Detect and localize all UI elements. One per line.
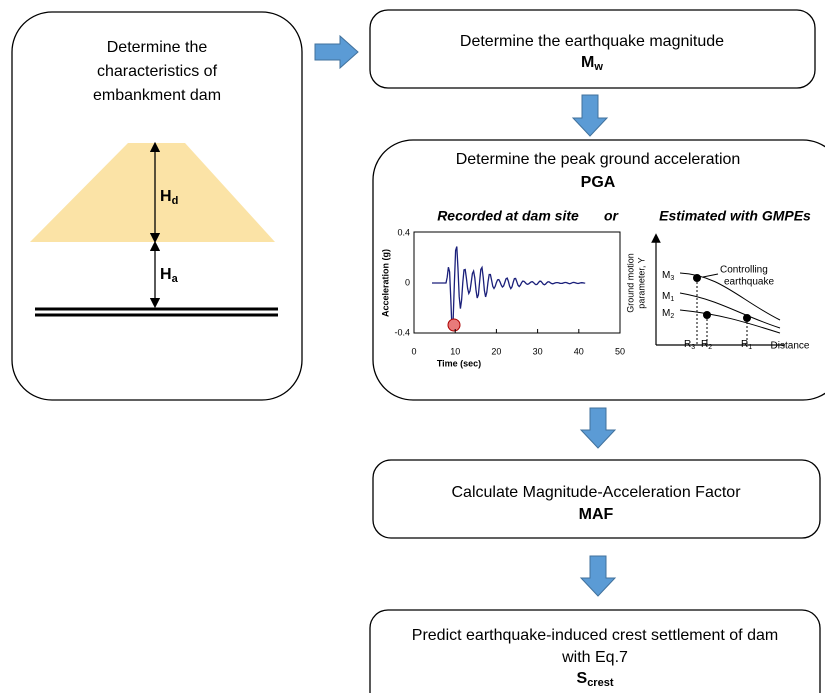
peak-marker: [447, 318, 461, 332]
symbol-label: M2: [662, 308, 674, 320]
symbol-main: M: [662, 270, 670, 281]
y-tick-label: -0.4: [394, 327, 410, 337]
step-symbol: Screst: [577, 670, 614, 689]
x-axis-label: Time (sec): [437, 358, 481, 368]
symbol-label: R2: [701, 339, 712, 351]
symbol-sub: w: [593, 61, 603, 73]
scenario-point: [743, 314, 751, 322]
dam-label: Ha: [160, 266, 179, 285]
annotation-leader: [702, 273, 719, 278]
step-text: Determine the peak ground acceleration: [456, 151, 741, 168]
symbol-sub: 1: [670, 296, 674, 303]
x-tick-label: 50: [615, 346, 625, 356]
panel-caption: Estimated with GMPEs: [659, 208, 811, 224]
symbol-sub: 1: [748, 344, 752, 351]
step-text: Determine the earthquake magnitude: [460, 33, 724, 50]
step-symbol: MAF: [579, 506, 614, 523]
scenario-point: [703, 311, 711, 319]
y-tick-label: 0: [405, 277, 410, 287]
symbol-sub: 3: [691, 344, 695, 351]
gmpe-curve: [679, 272, 781, 321]
x-tick-label: 0: [411, 346, 416, 356]
x-tick-label: 10: [450, 346, 460, 356]
symbol-main: H: [160, 266, 172, 283]
flow-arrow: [579, 407, 617, 449]
symbol-label: R3: [684, 339, 695, 351]
dam-box-text: embankment dam: [93, 87, 221, 104]
step-box: [369, 609, 821, 693]
symbol-label: R1: [741, 339, 752, 351]
symbol-main: R: [701, 339, 708, 350]
step-text: Calculate Magnitude-Acceleration Factor: [451, 484, 741, 501]
symbol-main: M: [662, 291, 670, 302]
flow-arrow: [571, 94, 609, 137]
step-box: [372, 139, 825, 401]
dam-box-text: characteristics of: [97, 63, 218, 80]
gmpe-curve: [679, 292, 781, 329]
panel-connector: or: [604, 208, 620, 224]
step-symbol: PGA: [581, 174, 616, 191]
symbol-label: M3: [662, 270, 674, 282]
symbol-sub: a: [172, 273, 179, 285]
y-tick-label: 0.4: [397, 227, 410, 237]
step-text: Predict earthquake-induced crest settlem…: [412, 627, 778, 644]
symbol-sub: crest: [587, 677, 614, 689]
dam-label: Hd: [160, 188, 178, 207]
symbol-main: M: [662, 308, 670, 319]
panel-caption: Recorded at dam site: [437, 208, 579, 224]
acceleration-record: [432, 246, 586, 330]
annotation: earthquake: [724, 277, 774, 288]
flow-arrow: [579, 555, 617, 597]
symbol-sub: 2: [670, 313, 674, 320]
symbol-main: M: [581, 54, 594, 71]
step-box: [372, 459, 821, 539]
x-tick-label: 20: [491, 346, 501, 356]
symbol-main: H: [160, 188, 172, 205]
dam-box-text: Determine the: [107, 39, 208, 56]
x-tick-label: 40: [574, 346, 584, 356]
symbol-sub: 3: [670, 275, 674, 282]
step-symbol: Mw: [581, 54, 603, 73]
y-axis-label: Ground motion: [625, 253, 635, 313]
annotation: Controlling: [720, 265, 768, 276]
y-axis-label: Acceleration (g): [380, 249, 390, 317]
symbol-sub: d: [172, 195, 179, 207]
symbol-label: M1: [662, 291, 674, 303]
x-tick-label: 30: [533, 346, 543, 356]
scenario-point: [693, 274, 701, 282]
symbol-main: R: [741, 339, 748, 350]
flow-arrow: [314, 34, 359, 70]
symbol-sub: 2: [708, 344, 712, 351]
gmpe-curve: [679, 309, 781, 334]
y-axis-label: parameter, Y: [636, 257, 646, 308]
symbol-main: R: [684, 339, 691, 350]
x-axis-label: Distance: [771, 341, 810, 352]
step-text: with Eq.7: [561, 649, 628, 666]
symbol-main: S: [577, 670, 588, 687]
step-box: [369, 9, 816, 89]
record-frame: [413, 231, 621, 334]
